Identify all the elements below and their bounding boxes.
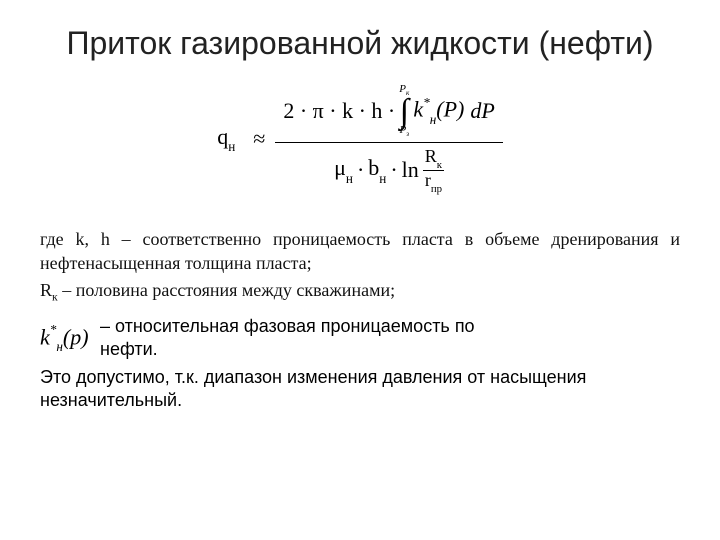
formula-block: qн ≈ 2 · π · k · h · Pк ∫ Pз <box>40 80 680 197</box>
ln-frac-top: Rк <box>423 147 444 169</box>
integrand: k*н(P) <box>413 96 464 126</box>
kphi-base: k <box>40 324 50 349</box>
dot-2: · <box>386 157 401 183</box>
definition-paragraph: где k, h – соответственно проницаемость … <box>40 227 680 276</box>
lnfrac-bot-base: r <box>425 170 431 190</box>
rk-definition: Rк – половина расстояния между скважинам… <box>40 278 680 305</box>
kphi-arg: (p) <box>63 324 89 349</box>
lnfrac-top-sub: к <box>437 159 442 171</box>
kphi-sub: н <box>56 339 63 354</box>
kphi-text-line1: – относительная фазовая проницаемость по <box>100 316 475 336</box>
b-sub: н <box>379 171 386 186</box>
kphi-definition-row: k* н(p) – относительная фазовая проницаем… <box>40 315 680 362</box>
integrand-var: (P) <box>436 97 464 122</box>
main-fraction: 2 · π · k · h · Pк ∫ Pз k*н(P) <box>275 80 502 197</box>
b-term: bн <box>368 155 386 184</box>
kphi-sup: * <box>50 322 57 337</box>
definition-kh: где k, h – соответственно проницаемость … <box>40 229 680 273</box>
slide-title: Приток газированной жидкости (нефти) <box>40 24 680 62</box>
lnfrac-top-base: R <box>425 146 437 166</box>
differential: dP <box>470 98 494 124</box>
integrand-base: k <box>413 97 423 122</box>
integral-symbol: ∫ <box>400 98 409 125</box>
int-lower-sub: з <box>406 130 409 138</box>
rk-symbol-sub: к <box>52 290 58 303</box>
kphi-symbol: k* н(p) <box>40 324 100 354</box>
mu-sub: н <box>346 171 353 186</box>
lnfrac-bot-sub: пр <box>431 183 442 195</box>
kphi-text: – относительная фазовая проницаемость по… <box>100 315 475 362</box>
mu-term: μн <box>334 155 353 184</box>
formula-relation: ≈ <box>243 126 275 152</box>
ln-frac-bot: rпр <box>423 171 444 193</box>
rk-text: – половина расстояния между скважинами; <box>62 280 395 300</box>
mu-base: μ <box>334 155 346 180</box>
integral-block: Pк ∫ Pз <box>399 84 409 138</box>
denominator: μн · bн · ln Rк rпр <box>326 143 452 197</box>
numerator-prefix: 2 · π · k · h · <box>283 98 395 124</box>
ln-fraction: Rк rпр <box>423 147 444 193</box>
integrand-sup: * <box>423 95 430 110</box>
ln-text: ln <box>402 157 419 183</box>
integrand-sub: н <box>430 112 437 127</box>
rk-symbol-base: R <box>40 280 52 300</box>
numerator: 2 · π · k · h · Pк ∫ Pз k*н(P) <box>275 80 502 142</box>
b-base: b <box>368 155 379 180</box>
final-note: Это допустимо, т.к. диапазон изменения д… <box>40 366 680 413</box>
kphi-text-line2: нефти. <box>100 339 158 359</box>
dot-1: · <box>353 157 368 183</box>
formula-lhs: qн <box>217 124 243 153</box>
lhs-base: q <box>217 124 228 149</box>
lhs-sub: н <box>228 139 235 154</box>
int-lower: Pз <box>400 125 410 138</box>
